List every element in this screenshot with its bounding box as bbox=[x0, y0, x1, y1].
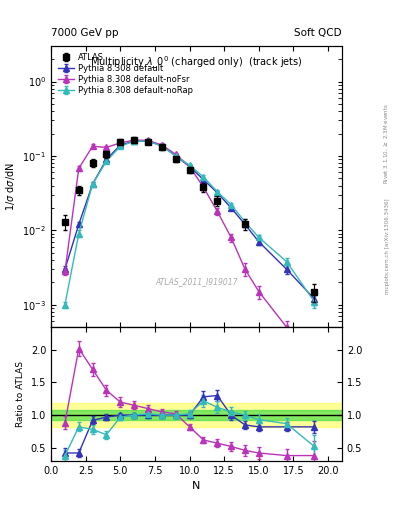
Text: mcplots.cern.ch [arXiv:1306.3436]: mcplots.cern.ch [arXiv:1306.3436] bbox=[385, 198, 390, 293]
Text: ATLAS_2011_I919017: ATLAS_2011_I919017 bbox=[155, 278, 238, 287]
Text: Multiplicity $\lambda\_0^0$ (charged only)  (track jets): Multiplicity $\lambda\_0^0$ (charged onl… bbox=[90, 54, 303, 71]
Text: Rivet 3.1.10, $\geq$ 2.3M events: Rivet 3.1.10, $\geq$ 2.3M events bbox=[383, 103, 390, 184]
Y-axis label: Ratio to ATLAS: Ratio to ATLAS bbox=[16, 361, 25, 427]
X-axis label: N: N bbox=[192, 481, 201, 491]
Y-axis label: 1/$\sigma$ d$\sigma$/dN: 1/$\sigma$ d$\sigma$/dN bbox=[4, 162, 17, 211]
Text: 7000 GeV pp: 7000 GeV pp bbox=[51, 28, 119, 38]
Legend: ATLAS, Pythia 8.308 default, Pythia 8.308 default-noFsr, Pythia 8.308 default-no: ATLAS, Pythia 8.308 default, Pythia 8.30… bbox=[55, 50, 195, 97]
Bar bbox=[51, 410, 342, 420]
Bar bbox=[51, 403, 342, 427]
Text: Soft QCD: Soft QCD bbox=[294, 28, 342, 38]
